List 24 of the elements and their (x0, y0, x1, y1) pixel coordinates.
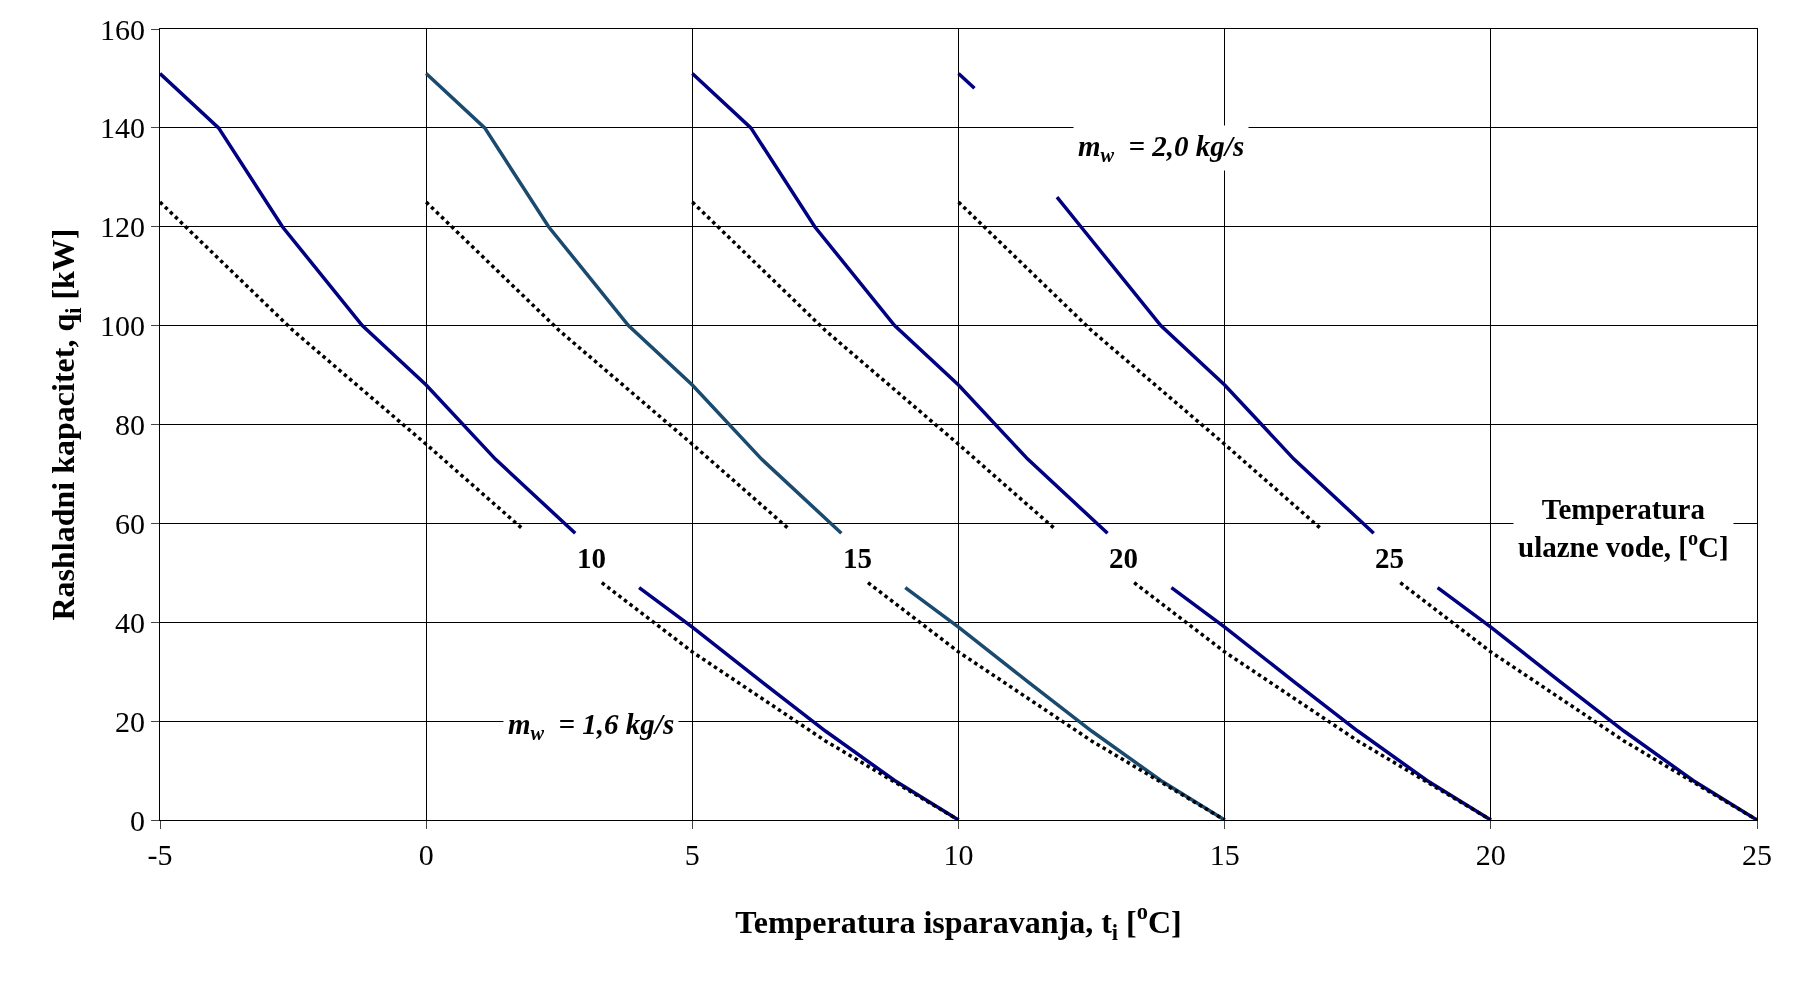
y-tick-label: 160 (100, 12, 145, 46)
annotation: 10 (577, 542, 606, 574)
y-tick-label: 40 (115, 605, 145, 639)
annotation: 20 (1109, 542, 1138, 574)
annotation: 25 (1375, 542, 1404, 574)
annotation: 15 (843, 542, 872, 574)
y-tick-label: 120 (100, 210, 145, 244)
x-axis-title: Temperatura isparavanja, t$_{i}$ [$^{o}$C] (735, 899, 1182, 945)
annotation: Temperatura ulazne vode, [$^{o}$C] (1518, 493, 1729, 563)
x-tick-label: -5 (147, 838, 173, 871)
x-tick-label: 0 (418, 838, 434, 871)
x-tick-label: 20 (1475, 838, 1506, 871)
y-tick-label: 80 (115, 408, 145, 441)
annotation: m$_{w}$ = 2,0 kg/s (1078, 130, 1245, 167)
x-tick-label: 15 (1209, 838, 1240, 871)
y-tick-label: 60 (115, 506, 145, 540)
y-tick-label: 20 (115, 704, 145, 738)
annotation: m$_{w}$ = 1,6 kg/s (508, 708, 675, 745)
x-tick-label: 10 (943, 838, 974, 871)
y-tick-label: 140 (100, 111, 145, 145)
y-tick-label: 0 (130, 803, 145, 837)
x-tick-label: 5 (684, 838, 700, 871)
x-tick-label: 25 (1742, 838, 1772, 871)
y-tick-label: 100 (100, 309, 145, 343)
